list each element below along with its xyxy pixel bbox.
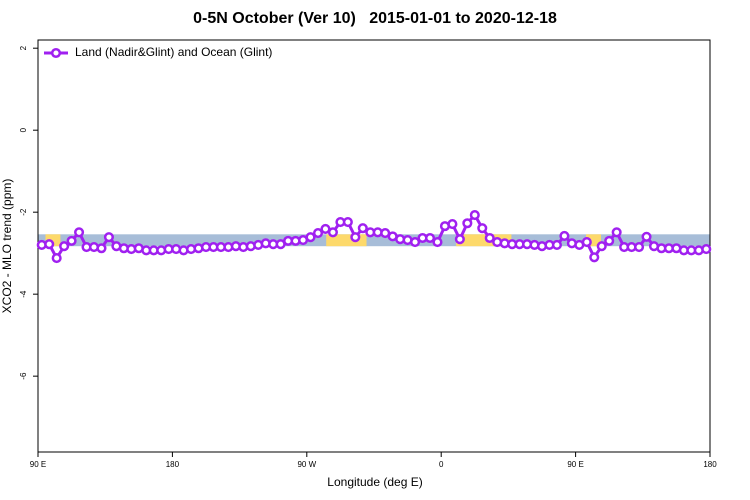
- x-axis-label: Longitude (deg E): [327, 475, 422, 489]
- band: [38, 234, 710, 247]
- data-point: [357, 223, 368, 234]
- data-point: [327, 227, 338, 238]
- data-point: [477, 223, 488, 234]
- data-point: [51, 253, 62, 264]
- x-tick-label: 180: [703, 460, 717, 469]
- data-point: [551, 239, 562, 251]
- data-point: [469, 209, 480, 221]
- data-point: [96, 243, 107, 254]
- data-point: [559, 230, 570, 242]
- chart-title: 0-5N October (Ver 10) 2015-01-01 to 2020…: [193, 10, 557, 27]
- data-point: [604, 235, 615, 246]
- data-point: [59, 241, 70, 252]
- legend-marker: [50, 47, 62, 59]
- data-point: [447, 219, 458, 230]
- data-point: [305, 232, 316, 243]
- y-tick-label: 0: [19, 127, 28, 132]
- data-point: [611, 227, 622, 238]
- data-point: [589, 252, 600, 263]
- y-tick-label: 2: [19, 45, 28, 50]
- x-tick-label: 90 W: [297, 460, 316, 469]
- data-point: [44, 239, 55, 250]
- data-point: [410, 237, 421, 248]
- data-point: [74, 227, 85, 238]
- y-axis-label: XCO2 - MLO trend (ppm): [0, 179, 14, 314]
- x-tick-label: 90 E: [30, 460, 46, 469]
- data-point: [312, 228, 324, 239]
- data-point: [424, 232, 436, 244]
- data-point: [634, 241, 645, 253]
- data-point: [454, 234, 465, 245]
- x-tick-label: 180: [166, 460, 180, 469]
- data-point: [103, 232, 114, 243]
- highlight-range: [326, 234, 367, 247]
- y-tick-label: -6: [19, 372, 28, 380]
- data-point: [66, 235, 77, 246]
- legend-label: Land (Nadir&Glint) and Ocean (Glint): [75, 45, 272, 59]
- y-tick-label: -4: [19, 290, 28, 298]
- data-point: [596, 241, 607, 252]
- data-point: [484, 232, 495, 244]
- data-point: [581, 237, 592, 248]
- data-point: [641, 231, 652, 242]
- highlight-range: [456, 234, 512, 247]
- highlight-range: [586, 234, 601, 247]
- data-point: [701, 244, 712, 255]
- data-point: [350, 232, 361, 243]
- data-point: [462, 218, 473, 229]
- y-tick-label: -2: [19, 208, 28, 216]
- data-point: [342, 216, 353, 228]
- x-tick-label: 90 E: [567, 460, 583, 469]
- data-point: [432, 237, 443, 248]
- x-tick-label: 0: [439, 460, 444, 469]
- highlight-range: [45, 234, 61, 247]
